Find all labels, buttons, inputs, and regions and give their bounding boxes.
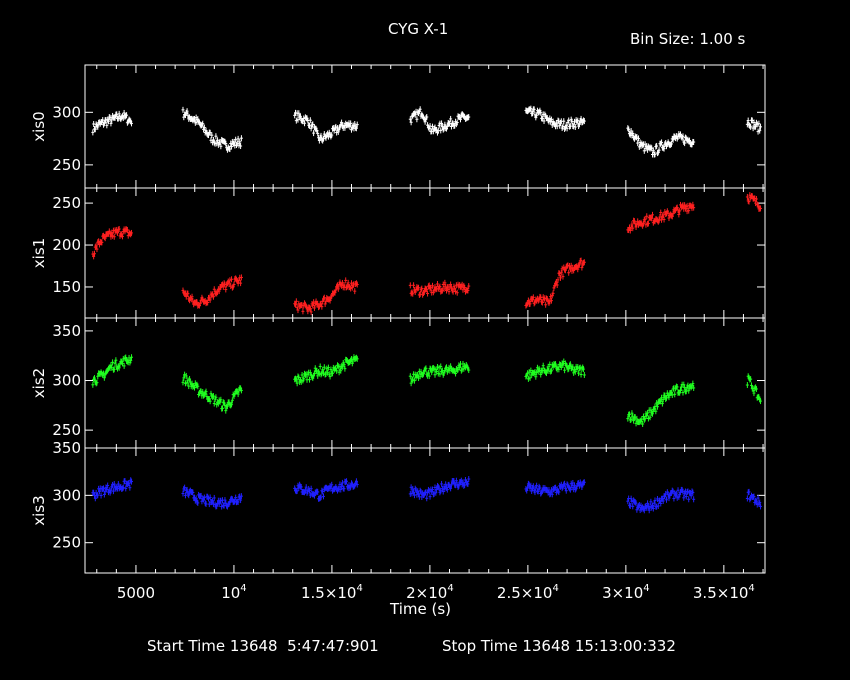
y-tick-label: 250	[52, 194, 81, 212]
y-tick-label: 350	[52, 322, 81, 340]
x-tick-label: 3.5×104	[693, 583, 755, 602]
panel-xis1: 150 200 250 xis1	[30, 187, 766, 319]
y-tick-label: 200	[52, 236, 81, 254]
y-tick-label: 250	[52, 534, 81, 552]
panel-frame	[84, 64, 766, 189]
y-tick-label: 300	[52, 372, 81, 390]
bin-size-label: Bin Size: 1.00 s	[630, 30, 746, 48]
x-tick-label: 5000	[117, 584, 155, 602]
x-tick-label: 2.5×104	[497, 583, 559, 602]
stop-time-label: Stop Time 13648 15:13:00:332	[442, 637, 676, 655]
y-tick-label: 250	[52, 421, 81, 439]
x-tick-label: 3×104	[602, 583, 650, 602]
y-tick-label: 350	[52, 439, 81, 457]
y-axis-label-xis2: xis2	[30, 368, 48, 398]
x-tick-label: 2×104	[406, 583, 454, 602]
x-tick-label: 104	[221, 583, 246, 602]
y-tick-label: 300	[52, 486, 81, 504]
y-axis-label-xis3: xis3	[30, 495, 48, 525]
panel-xis2: 250 300 350 xis2	[30, 317, 766, 449]
y-tick-label: 300	[52, 103, 81, 121]
y-tick-label: 250	[52, 156, 81, 174]
x-axis-label: Time (s)	[390, 600, 451, 618]
y-tick-label: 150	[52, 278, 81, 296]
chart-title: CYG X-1	[388, 20, 449, 38]
y-axis-label-xis0: xis0	[30, 111, 48, 141]
start-time-label: Start Time 13648 5:47:47:901	[147, 637, 379, 655]
panel-xis3: 250 300 350 xis3	[30, 439, 766, 574]
x-tick-label: 1.5×104	[301, 583, 363, 602]
panel-frame	[84, 187, 766, 319]
y-axis-label-xis1: xis1	[30, 238, 48, 268]
panel-frame	[84, 447, 766, 574]
